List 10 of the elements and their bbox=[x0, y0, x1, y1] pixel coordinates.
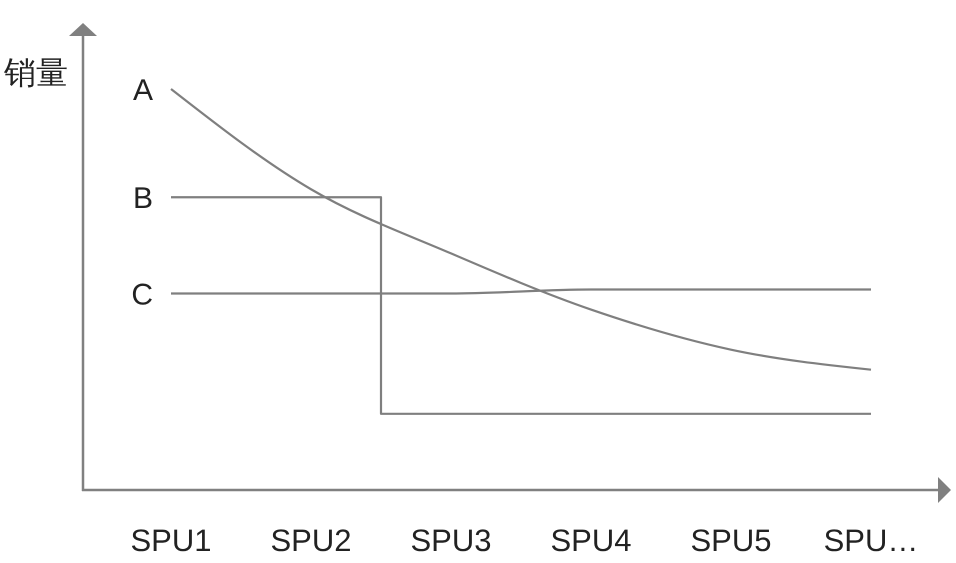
x-tick-label: SPU2 bbox=[270, 523, 352, 558]
series-label: C bbox=[131, 278, 153, 312]
x-tick-label: SPU5 bbox=[690, 523, 772, 558]
series-label: A bbox=[132, 74, 153, 107]
x-tick-label: SPU1 bbox=[130, 523, 212, 558]
x-tick-label: SPU4 bbox=[550, 523, 632, 558]
x-tick-label: SPU3 bbox=[410, 523, 492, 558]
x-tick-label: SPU… bbox=[824, 523, 918, 558]
y-axis-title: 销量 bbox=[3, 54, 68, 91]
series-label: B bbox=[132, 182, 153, 216]
